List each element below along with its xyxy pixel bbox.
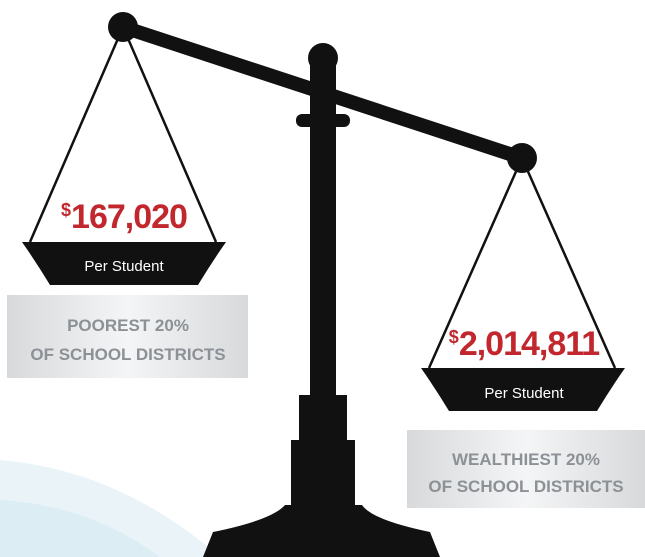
amount: $167,020 (61, 198, 187, 236)
unit: Per Student (84, 258, 164, 275)
label-line: OF SCHOOL DISTRICTS (30, 345, 225, 364)
infographic: $167,020 Per Student POOREST 20% OF SCHO… (0, 0, 645, 557)
unit: Per Student (484, 385, 564, 402)
label-box (407, 430, 645, 508)
amount: $2,014,811 (449, 325, 599, 363)
currency: $ (449, 327, 459, 347)
currency: $ (61, 200, 71, 220)
label-line: POOREST 20% (67, 316, 189, 335)
amount-value: 2,014,811 (459, 325, 599, 363)
label-line: WEALTHIEST 20% (452, 450, 600, 469)
label-box (7, 295, 248, 378)
amount-value: 167,020 (71, 198, 187, 236)
label-line: OF SCHOOL DISTRICTS (428, 477, 623, 496)
